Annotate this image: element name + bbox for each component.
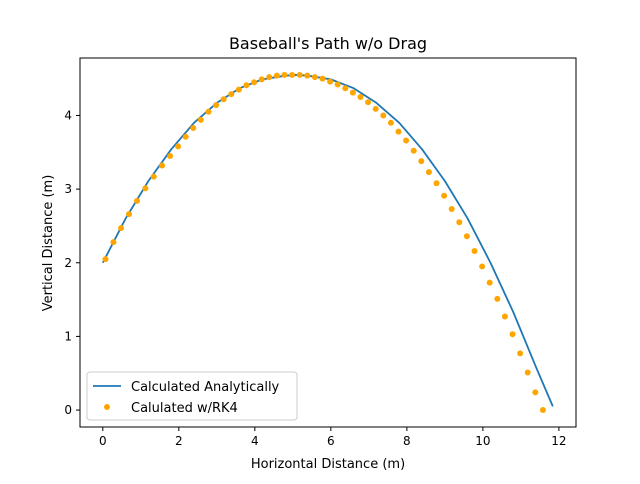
data-point [448,205,455,212]
data-point [403,137,410,144]
plot-frame [79,57,577,428]
data-point [266,74,273,81]
data-point [134,197,141,204]
y-axis-label: Vertical Distance (m) [41,175,56,312]
x-tick-label: 4 [251,434,259,448]
data-point [380,112,387,119]
data-point [486,279,493,286]
data-point [387,119,394,126]
data-point [418,158,425,165]
data-point [159,162,166,169]
y-tick-label: 3 [64,182,72,196]
data-point [501,313,508,320]
data-point [471,247,478,254]
legend: Calculated Analytically Calulated w/RK4 [86,371,298,421]
data-point [126,211,133,218]
data-point [517,350,524,357]
plot-area [102,71,554,414]
data-point [243,82,250,89]
data-point [142,185,149,192]
data-point [372,105,379,112]
data-point [190,124,197,131]
data-point [532,389,539,396]
data-point [251,79,258,86]
y-tick-label: 4 [64,108,72,122]
data-point [167,152,174,159]
data-point [110,239,117,246]
data-point [205,108,212,115]
x-axis-label: Horizontal Distance (m) [251,457,405,472]
x-tick-label: 2 [175,434,183,448]
data-point [509,331,516,338]
data-point [150,173,157,180]
data-point [395,128,402,135]
data-point [479,263,486,270]
data-point [327,78,334,85]
data-point [235,86,242,93]
data-point [365,99,372,106]
data-point [311,74,318,81]
data-point [433,180,440,187]
data-point [304,72,311,79]
data-point [182,133,189,140]
data-point [281,71,288,78]
data-point [289,71,296,78]
data-point [539,407,546,414]
data-point [197,116,204,123]
x-tick-label: 10 [475,434,490,448]
data-point [273,72,280,79]
data-point [425,169,432,176]
y-tick-label: 1 [64,329,72,343]
chart-title: Baseball's Path w/o Drag [229,34,427,53]
x-tick-label: 0 [99,434,107,448]
data-point [213,102,220,109]
data-point [441,192,448,199]
x-tick-label: 6 [327,434,335,448]
data-point [175,143,182,150]
x-tick-label: 12 [551,434,566,448]
series-line-analytical [102,74,554,407]
data-point [357,94,364,101]
legend-label: Calculated Analytically [131,380,280,395]
y-tick-label: 2 [64,256,72,270]
legend-swatch-marker [104,404,110,410]
data-point [118,225,125,232]
data-point [102,256,109,263]
data-point [410,147,417,154]
data-point [342,85,349,92]
data-point [319,75,326,82]
legend-box [86,371,298,421]
legend-label: Calulated w/RK4 [131,401,238,416]
data-point [456,219,463,226]
y-tick-label: 0 [64,403,72,417]
data-point [220,96,227,103]
x-tick-label: 8 [403,434,411,448]
data-point [258,76,265,83]
data-point [296,71,303,78]
data-point [334,81,341,88]
data-point [349,89,356,96]
data-point [524,369,531,376]
data-point [494,295,501,302]
data-point [463,233,470,240]
data-point [228,91,235,98]
